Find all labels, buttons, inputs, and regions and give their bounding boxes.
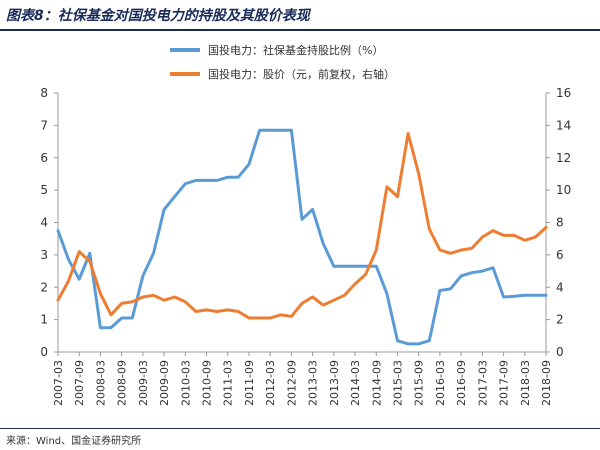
footer-rule xyxy=(0,428,600,429)
x-tick-label: 2010-03 xyxy=(179,360,192,406)
x-tick-label: 2007-09 xyxy=(73,360,86,406)
x-tick-label: 2016-09 xyxy=(455,360,468,406)
x-tick-label: 2011-03 xyxy=(222,360,235,406)
x-tick-label: 2015-03 xyxy=(391,360,404,406)
x-tick-label: 2018-03 xyxy=(519,360,532,406)
x-tick-label: 2011-09 xyxy=(243,360,256,406)
x-tick-label: 2012-09 xyxy=(285,360,298,406)
y-right-tick-label: 16 xyxy=(556,86,571,100)
y-left-tick-label: 5 xyxy=(40,183,48,197)
y-left-tick-label: 1 xyxy=(40,313,48,327)
series-line-holding-ratio xyxy=(56,128,548,346)
x-tick-label: 2014-03 xyxy=(349,360,362,406)
y-right-tick-label: 0 xyxy=(556,345,564,359)
x-tick-label: 2010-09 xyxy=(201,360,214,406)
x-tick-label: 2014-09 xyxy=(370,360,383,406)
x-tick-label: 2015-09 xyxy=(413,360,426,406)
y-left-tick-label: 7 xyxy=(40,118,48,132)
x-tick-label: 2016-03 xyxy=(434,360,447,406)
series-line-share-price xyxy=(56,132,548,320)
x-tick-label: 2017-09 xyxy=(498,360,511,406)
x-tick-label: 2007-03 xyxy=(52,360,65,406)
x-tick-label: 2009-03 xyxy=(137,360,150,406)
y-left-tick-label: 0 xyxy=(40,345,48,359)
title-underline xyxy=(0,29,600,31)
legend-label: 国投电力：股价（元，前复权，右轴） xyxy=(208,67,395,81)
x-tick-label: 2018-09 xyxy=(540,360,553,406)
chart-title: 图表8：社保基金对国投电力的持股及其股价表现 xyxy=(6,8,310,24)
y-right-tick-label: 6 xyxy=(556,248,564,262)
x-tick-label: 2008-03 xyxy=(94,360,107,406)
y-left-tick-label: 4 xyxy=(40,216,48,230)
y-right-tick-label: 8 xyxy=(556,216,564,230)
y-left-tick-label: 6 xyxy=(40,151,48,165)
y-right-tick-label: 14 xyxy=(556,118,571,132)
y-right-tick-label: 4 xyxy=(556,280,564,294)
y-left-tick-label: 3 xyxy=(40,248,48,262)
y-right-tick-label: 10 xyxy=(556,183,571,197)
x-tick-label: 2008-09 xyxy=(116,360,129,406)
x-tick-label: 2017-03 xyxy=(476,360,489,406)
legend-label: 国投电力：社保基金持股比例（%） xyxy=(208,43,383,57)
source-note: 来源：Wind、国金证券研究所 xyxy=(6,436,142,447)
y-left-tick-label: 2 xyxy=(40,280,48,294)
y-left-tick-label: 8 xyxy=(40,86,48,100)
x-tick-label: 2013-03 xyxy=(307,360,320,406)
y-right-tick-label: 12 xyxy=(556,151,571,165)
x-tick-label: 2012-03 xyxy=(264,360,277,406)
title-bar: 图表8：社保基金对国投电力的持股及其股价表现 xyxy=(0,0,600,31)
x-tick-label: 2013-09 xyxy=(328,360,341,406)
y-right-tick-label: 2 xyxy=(556,313,564,327)
x-tick-label: 2009-09 xyxy=(158,360,171,406)
